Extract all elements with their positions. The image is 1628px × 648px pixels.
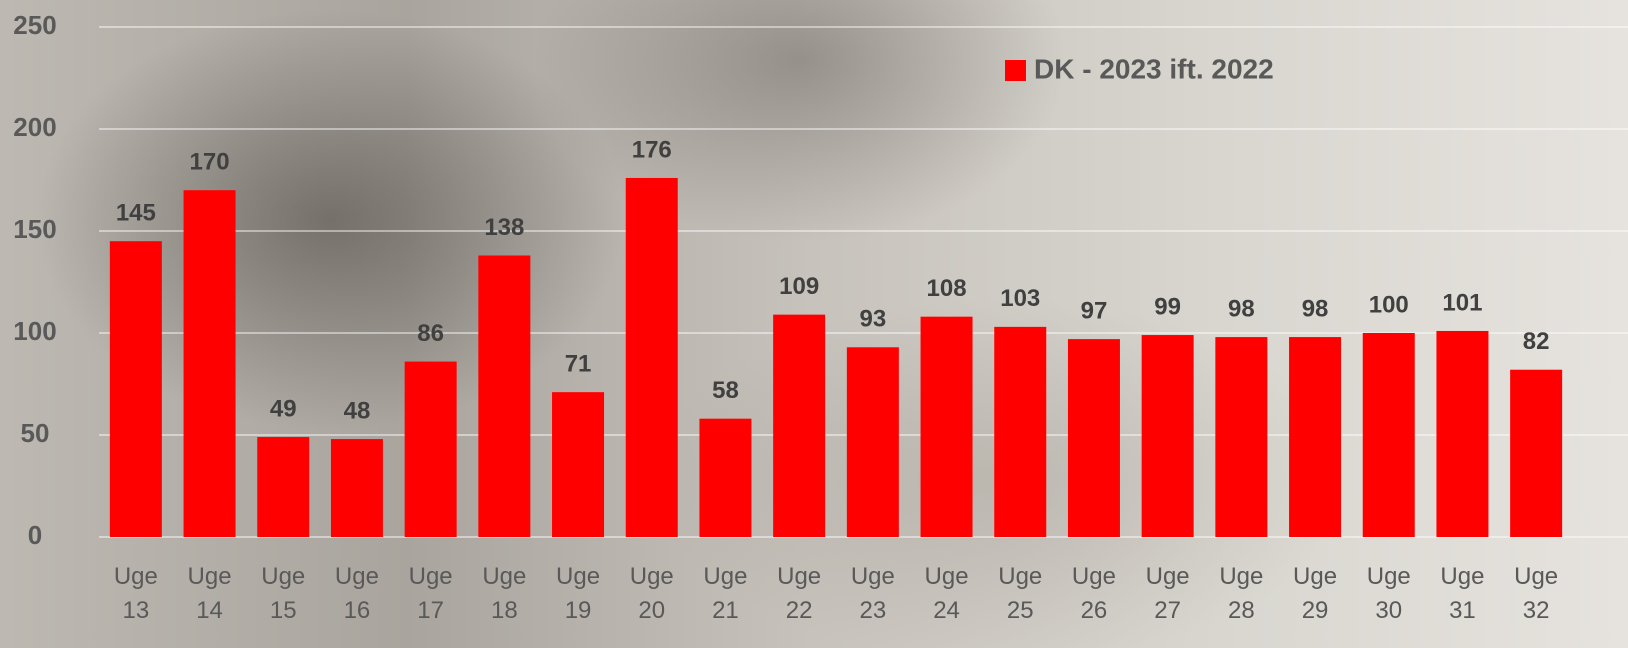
x-tick-label: Uge 23 bbox=[838, 560, 908, 628]
x-tick-label: Uge 24 bbox=[912, 560, 982, 628]
chart-area: 0 50 100 150 200 250 145 170 49 48 86 138 71 176 58 109… bbox=[0, 0, 1628, 648]
y-tick-label: 100 bbox=[13, 316, 56, 346]
y-tick-label: 150 bbox=[13, 214, 56, 244]
legend-swatch bbox=[1005, 60, 1026, 81]
bar bbox=[552, 392, 604, 537]
data-label: 101 bbox=[1442, 289, 1482, 316]
x-tick-label: Uge 13 bbox=[101, 560, 171, 628]
data-label: 109 bbox=[779, 273, 819, 300]
bar bbox=[405, 362, 457, 537]
bar bbox=[1142, 335, 1194, 537]
x-tick-label: Uge 14 bbox=[175, 560, 245, 628]
bar bbox=[773, 315, 825, 537]
x-tick-label: Uge 18 bbox=[469, 560, 539, 628]
data-label: 100 bbox=[1369, 291, 1409, 318]
x-tick-label: Uge 16 bbox=[322, 560, 392, 628]
bar bbox=[110, 241, 162, 537]
data-label: 58 bbox=[712, 377, 739, 404]
data-label: 99 bbox=[1154, 293, 1181, 320]
data-label: 98 bbox=[1228, 295, 1255, 322]
x-tick-label: Uge 15 bbox=[248, 560, 318, 628]
y-tick-label: 50 bbox=[21, 418, 50, 448]
bar bbox=[257, 437, 309, 537]
bar bbox=[921, 317, 973, 537]
bar bbox=[626, 178, 678, 537]
data-label: 103 bbox=[1000, 285, 1040, 312]
data-label: 48 bbox=[344, 397, 371, 424]
x-tick-label: Uge 28 bbox=[1206, 560, 1276, 628]
bar bbox=[699, 419, 751, 537]
data-label: 138 bbox=[484, 214, 524, 241]
x-tick-label: Uge 17 bbox=[396, 560, 466, 628]
x-tick-label: Uge 32 bbox=[1501, 560, 1571, 628]
data-label: 108 bbox=[927, 275, 967, 302]
x-tick-label: Uge 30 bbox=[1354, 560, 1424, 628]
x-tick-label: Uge 25 bbox=[985, 560, 1055, 628]
bar bbox=[1363, 333, 1415, 537]
legend-label: DK - 2023 ift. 2022 bbox=[1034, 53, 1274, 84]
bar bbox=[331, 439, 383, 537]
bar bbox=[847, 347, 899, 537]
x-tick-label: Uge 29 bbox=[1280, 560, 1350, 628]
x-tick-label: Uge 27 bbox=[1133, 560, 1203, 628]
x-tick-label: Uge 19 bbox=[543, 560, 613, 628]
x-tick-label: Uge 26 bbox=[1059, 560, 1129, 628]
data-label: 97 bbox=[1081, 297, 1108, 324]
x-tick-label: Uge 31 bbox=[1427, 560, 1497, 628]
chart: 0 50 100 150 200 250 145 170 49 48 86 138 71 176 58 109… bbox=[0, 0, 1628, 648]
data-label: 98 bbox=[1302, 295, 1329, 322]
bar bbox=[994, 327, 1046, 537]
x-tick-label: Uge 20 bbox=[617, 560, 687, 628]
y-tick-label: 200 bbox=[13, 112, 56, 142]
bar bbox=[1289, 337, 1341, 537]
data-label: 170 bbox=[190, 149, 230, 176]
y-tick-label: 250 bbox=[13, 10, 56, 40]
data-label: 49 bbox=[270, 395, 297, 422]
bar bbox=[1215, 337, 1267, 537]
x-tick-label: Uge 21 bbox=[690, 560, 760, 628]
x-tick-label: Uge 22 bbox=[764, 560, 834, 628]
data-label: 145 bbox=[116, 200, 156, 227]
bar bbox=[1436, 331, 1488, 537]
bar bbox=[1510, 370, 1562, 537]
bar bbox=[184, 190, 236, 537]
y-tick-label: 0 bbox=[28, 520, 42, 550]
bar bbox=[478, 255, 530, 537]
bar bbox=[1068, 339, 1120, 537]
data-label: 93 bbox=[859, 306, 886, 333]
data-label: 176 bbox=[632, 136, 672, 163]
data-label: 82 bbox=[1523, 328, 1550, 355]
data-label: 86 bbox=[417, 320, 444, 347]
data-label: 71 bbox=[565, 351, 592, 378]
